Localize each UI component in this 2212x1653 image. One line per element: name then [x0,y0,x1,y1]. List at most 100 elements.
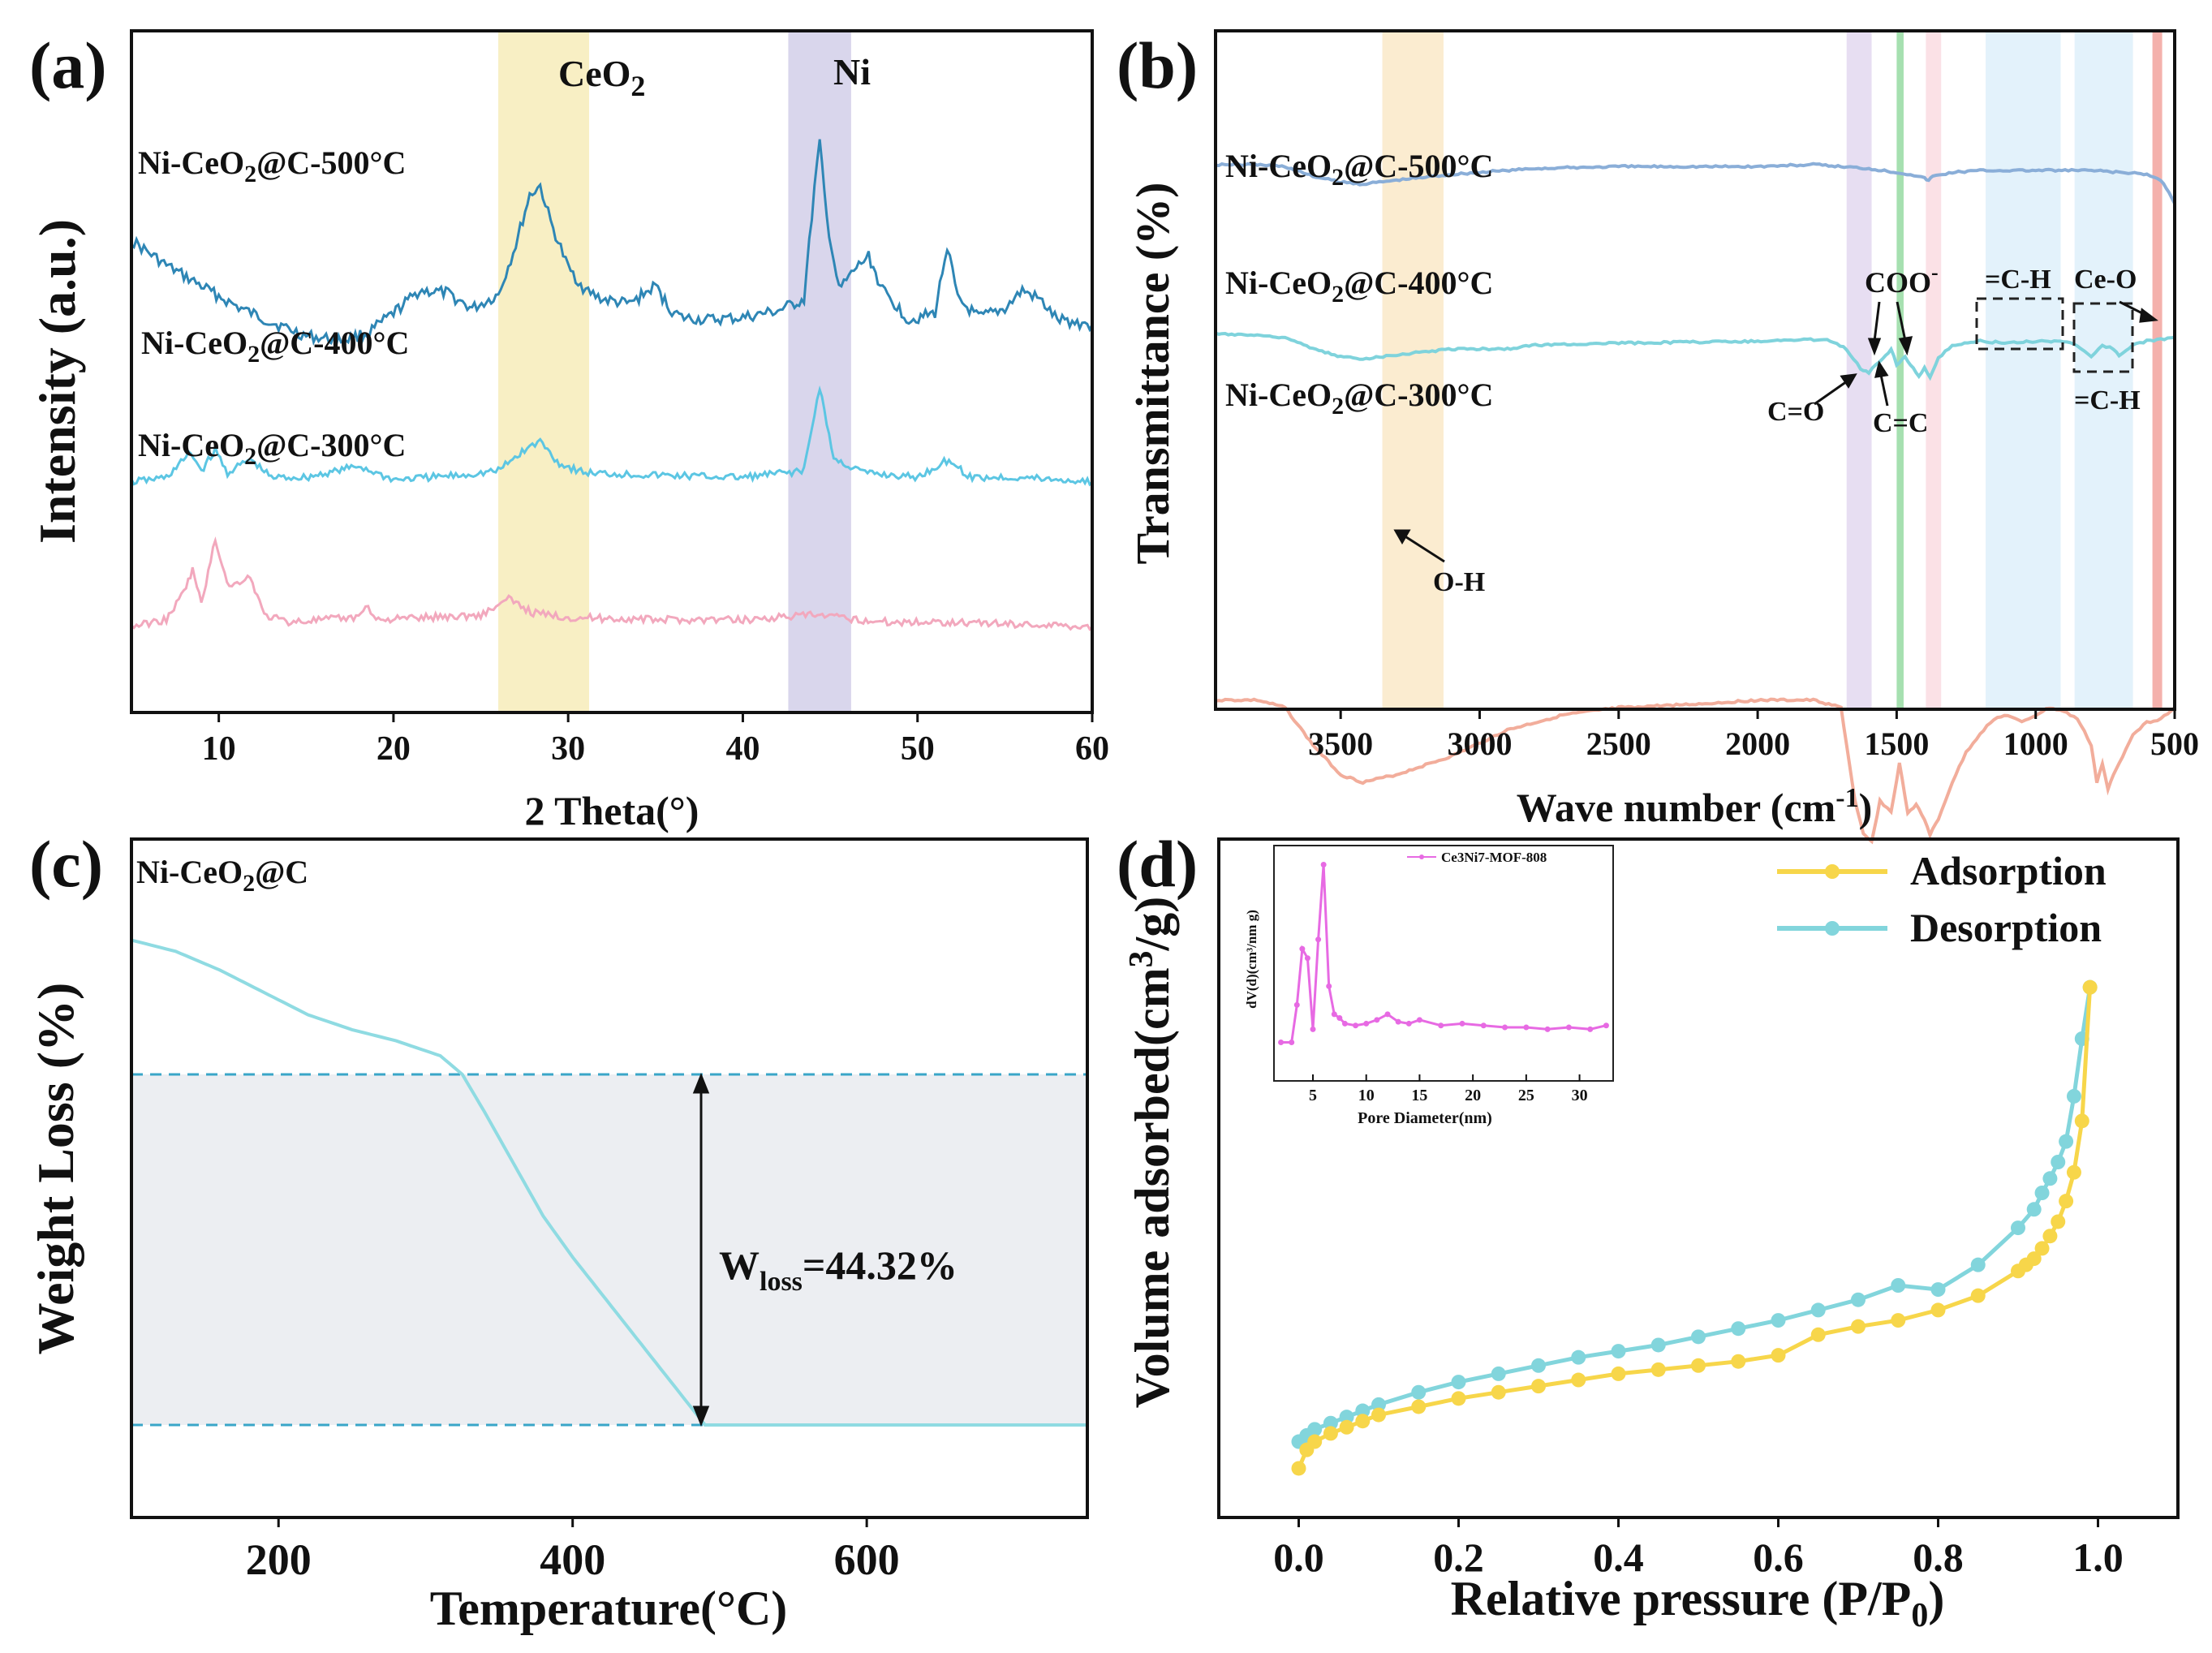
isotherm-point [1891,1313,1906,1328]
isotherm-point [2011,1220,2025,1236]
isotherm-point [1611,1366,1626,1381]
x-axis-b-tick-label: 3500 [1308,725,1373,762]
legend-adsorption: Adsorption [1910,848,2107,893]
x-axis-d-tick-label: 0.0 [1273,1535,1324,1580]
isotherm-point [1970,1288,1986,1303]
x-axis-label-c: Temperature(°C) [430,1582,788,1635]
isotherm-point [1851,1292,1866,1307]
inset-point [1438,1022,1444,1029]
inset-x-label: Pore Diameter(nm) [1358,1109,1492,1127]
inset-point [1405,1020,1412,1027]
tga-curve [131,938,1087,1427]
isotherm-point [1771,1348,1786,1363]
dashed-box-ch2 [2072,302,2134,373]
inset-point [1299,945,1306,952]
isotherm-point [1650,1337,1666,1353]
x-axis-a-tick-label: 40 [725,730,760,768]
isotherm-point [2026,1202,2042,1217]
x-axis-c-tick-label: 600 [834,1535,900,1584]
x-axis-b-tick-label: 1500 [1864,725,1929,762]
inset-point [1565,1024,1572,1031]
inset-point [1374,1017,1380,1023]
band-0 [498,31,590,712]
inset-point [1289,1039,1295,1045]
legend-desorption: Desorption [1910,905,2102,950]
plot-frame-c [130,837,1089,1519]
isotherm-point [1691,1358,1706,1373]
isotherm-point [1323,1426,1338,1441]
isotherm-point [1891,1278,1906,1293]
band-6 [2152,31,2163,709]
x-axis-d-tick-label: 0.4 [1593,1535,1644,1580]
series-label-400: Ni-CeO2@C-400°C [1225,265,1493,308]
x-axis-d-tick-label: 0.8 [1913,1535,1964,1580]
isotherm-point [1970,1257,1986,1272]
dashed-box-ch [1975,297,2064,351]
band-5 [2074,31,2133,709]
inset-tick-label: 30 [1572,1087,1588,1104]
isotherm-point [1451,1391,1466,1406]
y-axis-label-b: Transmittance (%) [1126,183,1179,565]
x-axis-b-tick-label: 2500 [1586,725,1651,762]
panel-label-c: (c) [29,827,103,901]
inset-pore-distribution: 5 10 15 20 25 30 Ce3Ni7-MOF-808 Pore Diameter… [1244,845,1614,1127]
x-axis-label-a: 2 Theta(°) [525,788,699,833]
plot-frame-b [1214,29,2176,711]
inset-point [1304,955,1310,962]
band-label-ceo2: CeO2 [558,53,645,102]
inset-point [1363,1020,1370,1027]
weight-loss-arrow [692,1072,710,1427]
annotation-ch-bottom: =C-H [2074,385,2141,415]
x-axis-d-tick-label: 1.0 [2072,1535,2124,1580]
x-axis-d-tick-label: 0.2 [1433,1535,1484,1580]
isotherm-point [2034,1241,2050,1256]
isotherm-point [1291,1461,1306,1476]
x-axis-b-tick-label: 3000 [1447,725,1512,762]
inset-point [1603,1022,1609,1029]
isotherm-point [2051,1155,2066,1169]
isotherm-point [2074,1113,2089,1129]
isotherm-point [2059,1134,2074,1149]
inset-point [1336,1015,1343,1022]
weight-loss-value: Wloss=44.32% [719,1242,958,1297]
inset-point [1459,1020,1465,1027]
inset-point [1315,936,1322,943]
inset-tick-label: 10 [1358,1087,1375,1104]
inset-tick-label: 15 [1411,1087,1427,1104]
isotherm-point [1571,1350,1586,1365]
isotherm-point [1491,1384,1506,1400]
series-line-3 [1215,697,2176,845]
annotation-ch-top: =C-H [1985,265,2051,295]
inset-point [1384,1011,1391,1018]
inset-point [1331,1011,1337,1018]
x-axis-c-tick-label: 200 [246,1535,312,1584]
isotherm-point [2034,1186,2050,1200]
legend: Adsorption Desorption [1777,848,2107,950]
inset-tick-label: 5 [1309,1087,1317,1104]
isotherm-point [1355,1414,1371,1429]
panel-label-d: (d) [1117,827,1198,901]
inset-point [1320,862,1327,868]
band-2 [1896,31,1904,709]
isotherm-point [1531,1379,1546,1394]
series-label-400: Ni-CeO2@C-400°C [141,325,409,368]
band-1 [1846,31,1872,709]
isotherm-point [1611,1344,1626,1359]
y-axis-label-a: Intensity (a.u.) [28,219,86,544]
series-line-3 [130,536,1094,631]
series-label-500: Ni-CeO2@C-500°C [138,144,406,187]
annotation-coo: COO- [1865,260,1939,299]
inset-point [1480,1022,1487,1029]
series-label-300: Ni-CeO2@C-300°C [1225,377,1493,420]
isotherm-point [2066,1088,2081,1104]
x-axis-c-tick-label: 400 [540,1535,605,1584]
isotherm-point [1930,1282,1946,1298]
isotherm-point [1851,1319,1866,1334]
isotherm-point [1371,1407,1386,1423]
x-axis-a-tick-label: 50 [901,730,935,768]
series-line-2 [130,385,1094,487]
inset-line [1280,864,1607,1044]
inset-point [1395,1018,1401,1025]
isotherm-point [1307,1434,1323,1449]
